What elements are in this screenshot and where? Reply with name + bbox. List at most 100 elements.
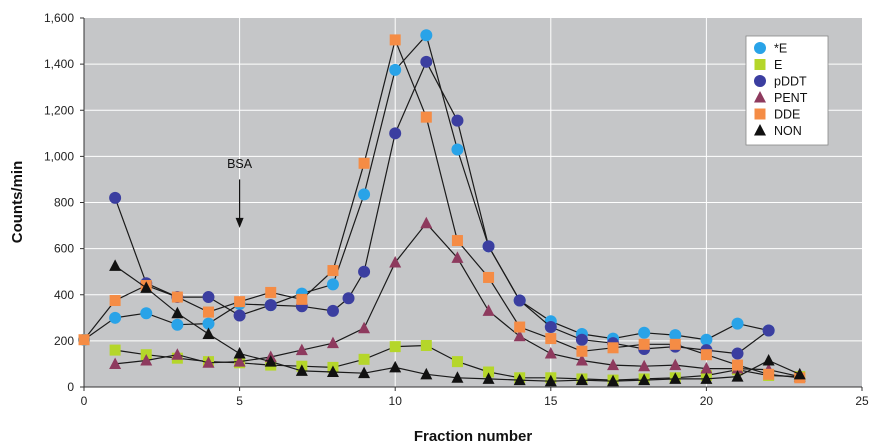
x-tick-label: 15 [544,394,558,408]
series-layer [78,29,806,387]
data-point [327,265,339,277]
data-point [233,347,246,359]
data-point [420,367,433,380]
y-tick-label: 1,200 [44,103,74,117]
data-point [140,281,153,293]
series-non [109,259,806,387]
data-point [731,370,744,382]
data-point [358,366,371,379]
data-point [420,111,432,123]
data-point [638,338,650,350]
y-tick-label: 1,600 [44,11,74,25]
data-point [140,307,153,320]
data-point [295,343,308,356]
data-point [545,333,557,345]
data-point [202,327,215,339]
data-point [731,317,744,330]
legend-label: NON [774,124,802,138]
data-point [326,336,339,349]
data-point [202,356,215,368]
data-point [544,374,557,387]
data-point [575,373,588,386]
data-point [793,367,806,380]
x-tick-label: 5 [236,394,243,408]
data-point [575,353,588,366]
data-point [451,371,464,383]
data-point [638,326,651,339]
legend-marker [754,124,766,136]
data-point [762,324,775,337]
data-point [171,306,184,319]
data-point [389,255,402,268]
data-point [544,321,557,334]
data-point [358,321,371,334]
data-point [762,353,775,366]
legend-marker [754,91,766,103]
grid [84,18,862,387]
data-point [482,240,495,253]
y-tick-label: 800 [54,196,74,210]
data-point [326,278,339,291]
data-point [264,299,277,312]
data-point [171,348,184,360]
data-point [358,157,370,169]
data-point [171,291,183,303]
data-point [607,374,620,387]
data-point [513,294,526,307]
data-point [763,368,775,380]
data-point [420,339,432,351]
legend-marker [754,42,766,54]
data-point [451,143,464,156]
data-point [109,259,122,271]
data-point [109,191,122,204]
data-point [451,114,464,127]
data-point [451,356,463,368]
data-point [233,355,246,367]
y-axis-title: Counts/min [9,161,26,244]
data-point [389,341,401,353]
data-point [607,342,619,354]
data-point [109,295,121,307]
data-point [264,355,277,367]
data-point [358,265,371,278]
y-tick-label: 0 [67,380,74,394]
legend-label: DDE [774,108,800,122]
data-point [358,188,371,201]
data-point [233,309,246,322]
data-point [202,317,215,330]
data-point [513,373,526,386]
x-axis-title: Fraction number [414,428,533,445]
data-point [513,329,526,342]
data-point [544,347,557,359]
legend-label: PENT [774,91,808,105]
x-tick-label: 25 [855,394,869,408]
axes: 0 5 10 15 20 25 0 200 400 600 800 1,000 1,200 1,400 1,… [44,11,869,408]
data-point [295,364,308,376]
bsa-annotation: BSA [227,157,253,228]
data-point [342,292,355,305]
data-point [202,291,215,304]
data-point [638,359,651,372]
data-point [669,372,682,384]
series-dde [78,34,806,384]
data-point [296,293,308,305]
annotation-label: BSA [227,157,253,171]
data-point [451,235,463,247]
series-pent [109,216,806,382]
legend-label: *E [774,42,787,56]
data-point [575,333,588,346]
data-point [483,271,495,283]
data-point [669,338,681,350]
y-tick-label: 1,000 [44,149,74,163]
legend-marker [754,59,766,70]
data-point [109,344,121,356]
data-point [389,34,401,46]
data-point [140,353,153,366]
data-point [202,306,214,318]
legend-label: E [774,58,782,72]
x-tick-label: 10 [389,394,403,408]
data-point [732,359,744,371]
data-point [514,321,526,333]
